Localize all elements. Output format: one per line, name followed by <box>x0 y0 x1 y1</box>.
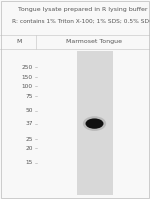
Ellipse shape <box>83 116 106 131</box>
Text: 75: 75 <box>26 94 33 99</box>
Text: 20: 20 <box>26 146 33 151</box>
Text: 250: 250 <box>22 65 33 70</box>
Text: Tongue lysate prepared in R lysing buffer: Tongue lysate prepared in R lysing buffe… <box>18 7 147 12</box>
Text: 25: 25 <box>26 137 33 142</box>
Bar <box>76 51 112 195</box>
Text: 50: 50 <box>26 108 33 113</box>
Text: Marmoset Tongue: Marmoset Tongue <box>66 39 123 44</box>
Text: 15: 15 <box>26 160 33 165</box>
Text: M: M <box>17 39 22 44</box>
Text: 150: 150 <box>22 75 33 80</box>
Ellipse shape <box>85 118 103 129</box>
Text: 100: 100 <box>22 84 33 89</box>
Text: 37: 37 <box>26 121 33 126</box>
Text: R: contains 1% Triton X-100; 1% SDS; 0.5% SDC: R: contains 1% Triton X-100; 1% SDS; 0.5… <box>12 19 150 24</box>
